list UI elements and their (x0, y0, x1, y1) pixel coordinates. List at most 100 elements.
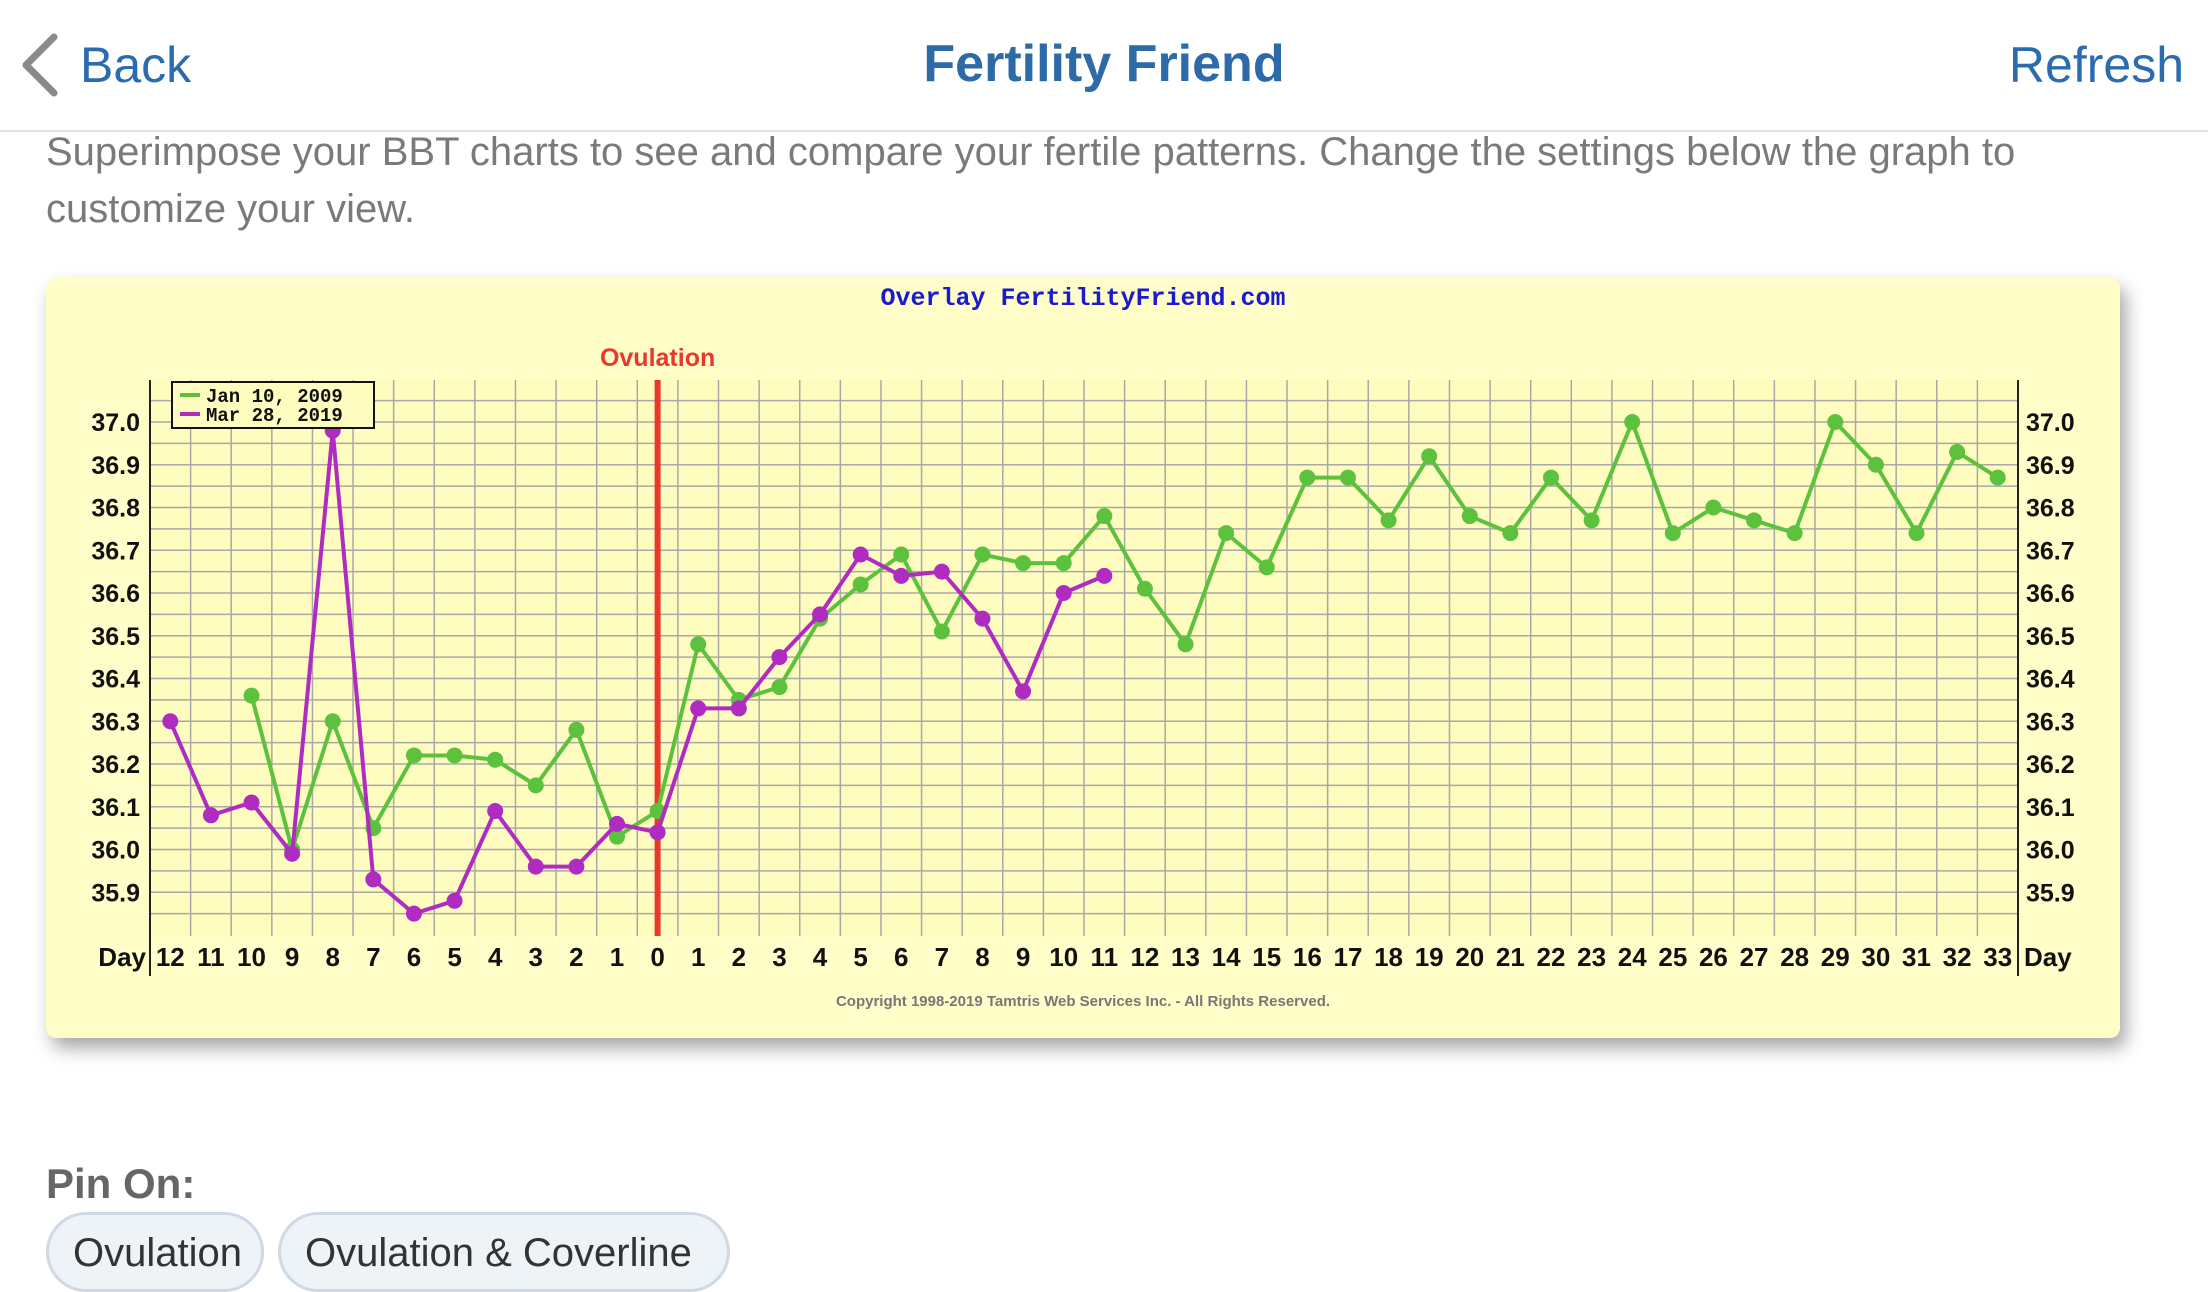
series-1-point (1583, 512, 1600, 529)
series-1-point (1786, 525, 1803, 542)
x-tick-label: 2 (732, 942, 746, 972)
series-1-point (243, 687, 260, 704)
refresh-button[interactable]: Refresh (2008, 37, 2184, 93)
series-1-point (1543, 469, 1559, 486)
series-1-point (446, 747, 463, 764)
back-label: Back (80, 37, 192, 93)
series-2-point (487, 803, 504, 820)
y-tick-label-left: 36.1 (91, 794, 140, 822)
series-1-point (527, 777, 544, 794)
legend-box (171, 381, 375, 429)
series-1-point (893, 546, 910, 563)
chart-title: Overlay FertilityFriend.com (880, 284, 1285, 313)
pin-option-ovulation[interactable]: Ovulation (46, 1212, 264, 1292)
series-1-point (324, 713, 341, 730)
series-2-point (243, 794, 260, 811)
x-tick-label: 32 (1943, 942, 1972, 972)
y-tick-label-left: 36.2 (91, 751, 140, 779)
overlay-chart: 37.0 37.0 36.9 36.9 36.8 36.8 36.7 36.7 36.6 36.6… (91, 284, 2075, 1010)
series-2-point (893, 567, 910, 584)
y-tick-label-right: 36.1 (2026, 794, 2075, 822)
series-1-point (1989, 469, 2006, 486)
ovulation-label: Ovulation (600, 344, 715, 372)
series-2-point (284, 845, 301, 862)
x-tick-label: 23 (1577, 942, 1606, 972)
x-tick-label: 25 (1658, 942, 1687, 972)
x-tick-label: 3 (529, 942, 543, 972)
series-1-point (974, 546, 991, 563)
x-tick-label: 8 (326, 942, 340, 972)
y-tick-label-left: 36.8 (91, 495, 140, 523)
series-1-point (1664, 525, 1681, 542)
series-1-point (771, 679, 788, 696)
series-1-point (1949, 443, 1966, 460)
series-1-point (1258, 559, 1275, 576)
x-tick-label: 5 (447, 942, 461, 972)
y-tick-label-left: 36.6 (91, 580, 140, 608)
series-2-point (527, 858, 544, 875)
pin-on-label: Pin On: (46, 1160, 196, 1207)
y-tick-label-left: 36.4 (91, 666, 140, 694)
x-tick-label: 14 (1212, 942, 1241, 972)
x-tick-label: 7 (366, 942, 380, 972)
series-1-point (1299, 469, 1316, 486)
x-tick-label: 1 (691, 942, 705, 972)
x-tick-label: 13 (1171, 942, 1200, 972)
series-1-point (609, 828, 625, 845)
series-1-point (487, 751, 504, 768)
x-tick-label: 15 (1252, 942, 1281, 972)
x-tick-label: 22 (1537, 942, 1566, 972)
series-2-point (405, 905, 422, 922)
pin-option-ovulation-coverline[interactable]: Ovulation & Coverline (278, 1212, 730, 1292)
series-line-1 (249, 420, 1999, 852)
series-2-point (852, 546, 869, 563)
x-tick-label: 31 (1902, 942, 1931, 972)
series-1-point (1827, 414, 1844, 430)
y-tick-label-left: 37.0 (91, 409, 140, 437)
series-1-point (1015, 555, 1032, 572)
series-1-point (568, 721, 585, 738)
copyright-text: Copyright 1998-2019 Tamtris Web Services… (836, 993, 1330, 1010)
x-tick-label: 19 (1415, 942, 1444, 972)
series-2-point (812, 606, 829, 623)
y-tick-label-right: 36.2 (2026, 751, 2075, 779)
y-tick-label-left: 36.7 (91, 537, 140, 565)
series-1-point (1867, 456, 1884, 473)
x-tick-label: 4 (813, 942, 828, 972)
x-tick-label: 12 (156, 942, 185, 972)
series-1-point (1746, 512, 1763, 529)
x-tick-label: 29 (1821, 942, 1850, 972)
x-tick-label: 10 (237, 942, 266, 972)
x-tick-label: 11 (197, 942, 225, 972)
y-tick-label-left: 35.9 (91, 879, 140, 907)
x-tick-label: 24 (1618, 942, 1647, 972)
y-tick-label-right: 36.5 (2026, 623, 2075, 651)
y-tick-label-right: 35.9 (2026, 879, 2075, 907)
series-2-point (933, 563, 950, 580)
x-tick-label: 8 (975, 942, 989, 972)
y-tick-label-left: 36.0 (91, 837, 140, 865)
x-tick-label: 18 (1374, 942, 1403, 972)
series-2-point (690, 700, 707, 717)
back-button[interactable]: Back (20, 30, 191, 100)
series-2-point (365, 871, 382, 888)
y-tick-label-left: 36.9 (91, 452, 140, 480)
y-tick-label-right: 37.0 (2026, 409, 2075, 437)
x-tick-label: 5 (853, 942, 867, 972)
overlay-chart-card: 37.0 37.0 36.9 36.9 36.8 36.8 36.7 36.7 36.6 36.6… (46, 278, 2120, 1038)
x-tick-label: 21 (1496, 942, 1525, 972)
legend-entry-1: Jan 10, 2009 (206, 386, 343, 408)
series-1-point (1218, 525, 1235, 542)
x-tick-label: 27 (1740, 942, 1769, 972)
series-line-2 (168, 428, 1106, 916)
x-tick-label: 1 (610, 942, 624, 972)
y-tick-label-right: 36.8 (2026, 495, 2075, 523)
series-2-point (568, 858, 585, 875)
series-2-point (974, 610, 991, 627)
y-tick-label-right: 36.4 (2026, 666, 2075, 694)
chevron-left-icon (22, 33, 58, 97)
series-1-point (1421, 448, 1438, 465)
series-1-point (1055, 555, 1072, 572)
x-tick-label: 12 (1130, 942, 1159, 972)
x-tick-label: 4 (488, 942, 503, 972)
